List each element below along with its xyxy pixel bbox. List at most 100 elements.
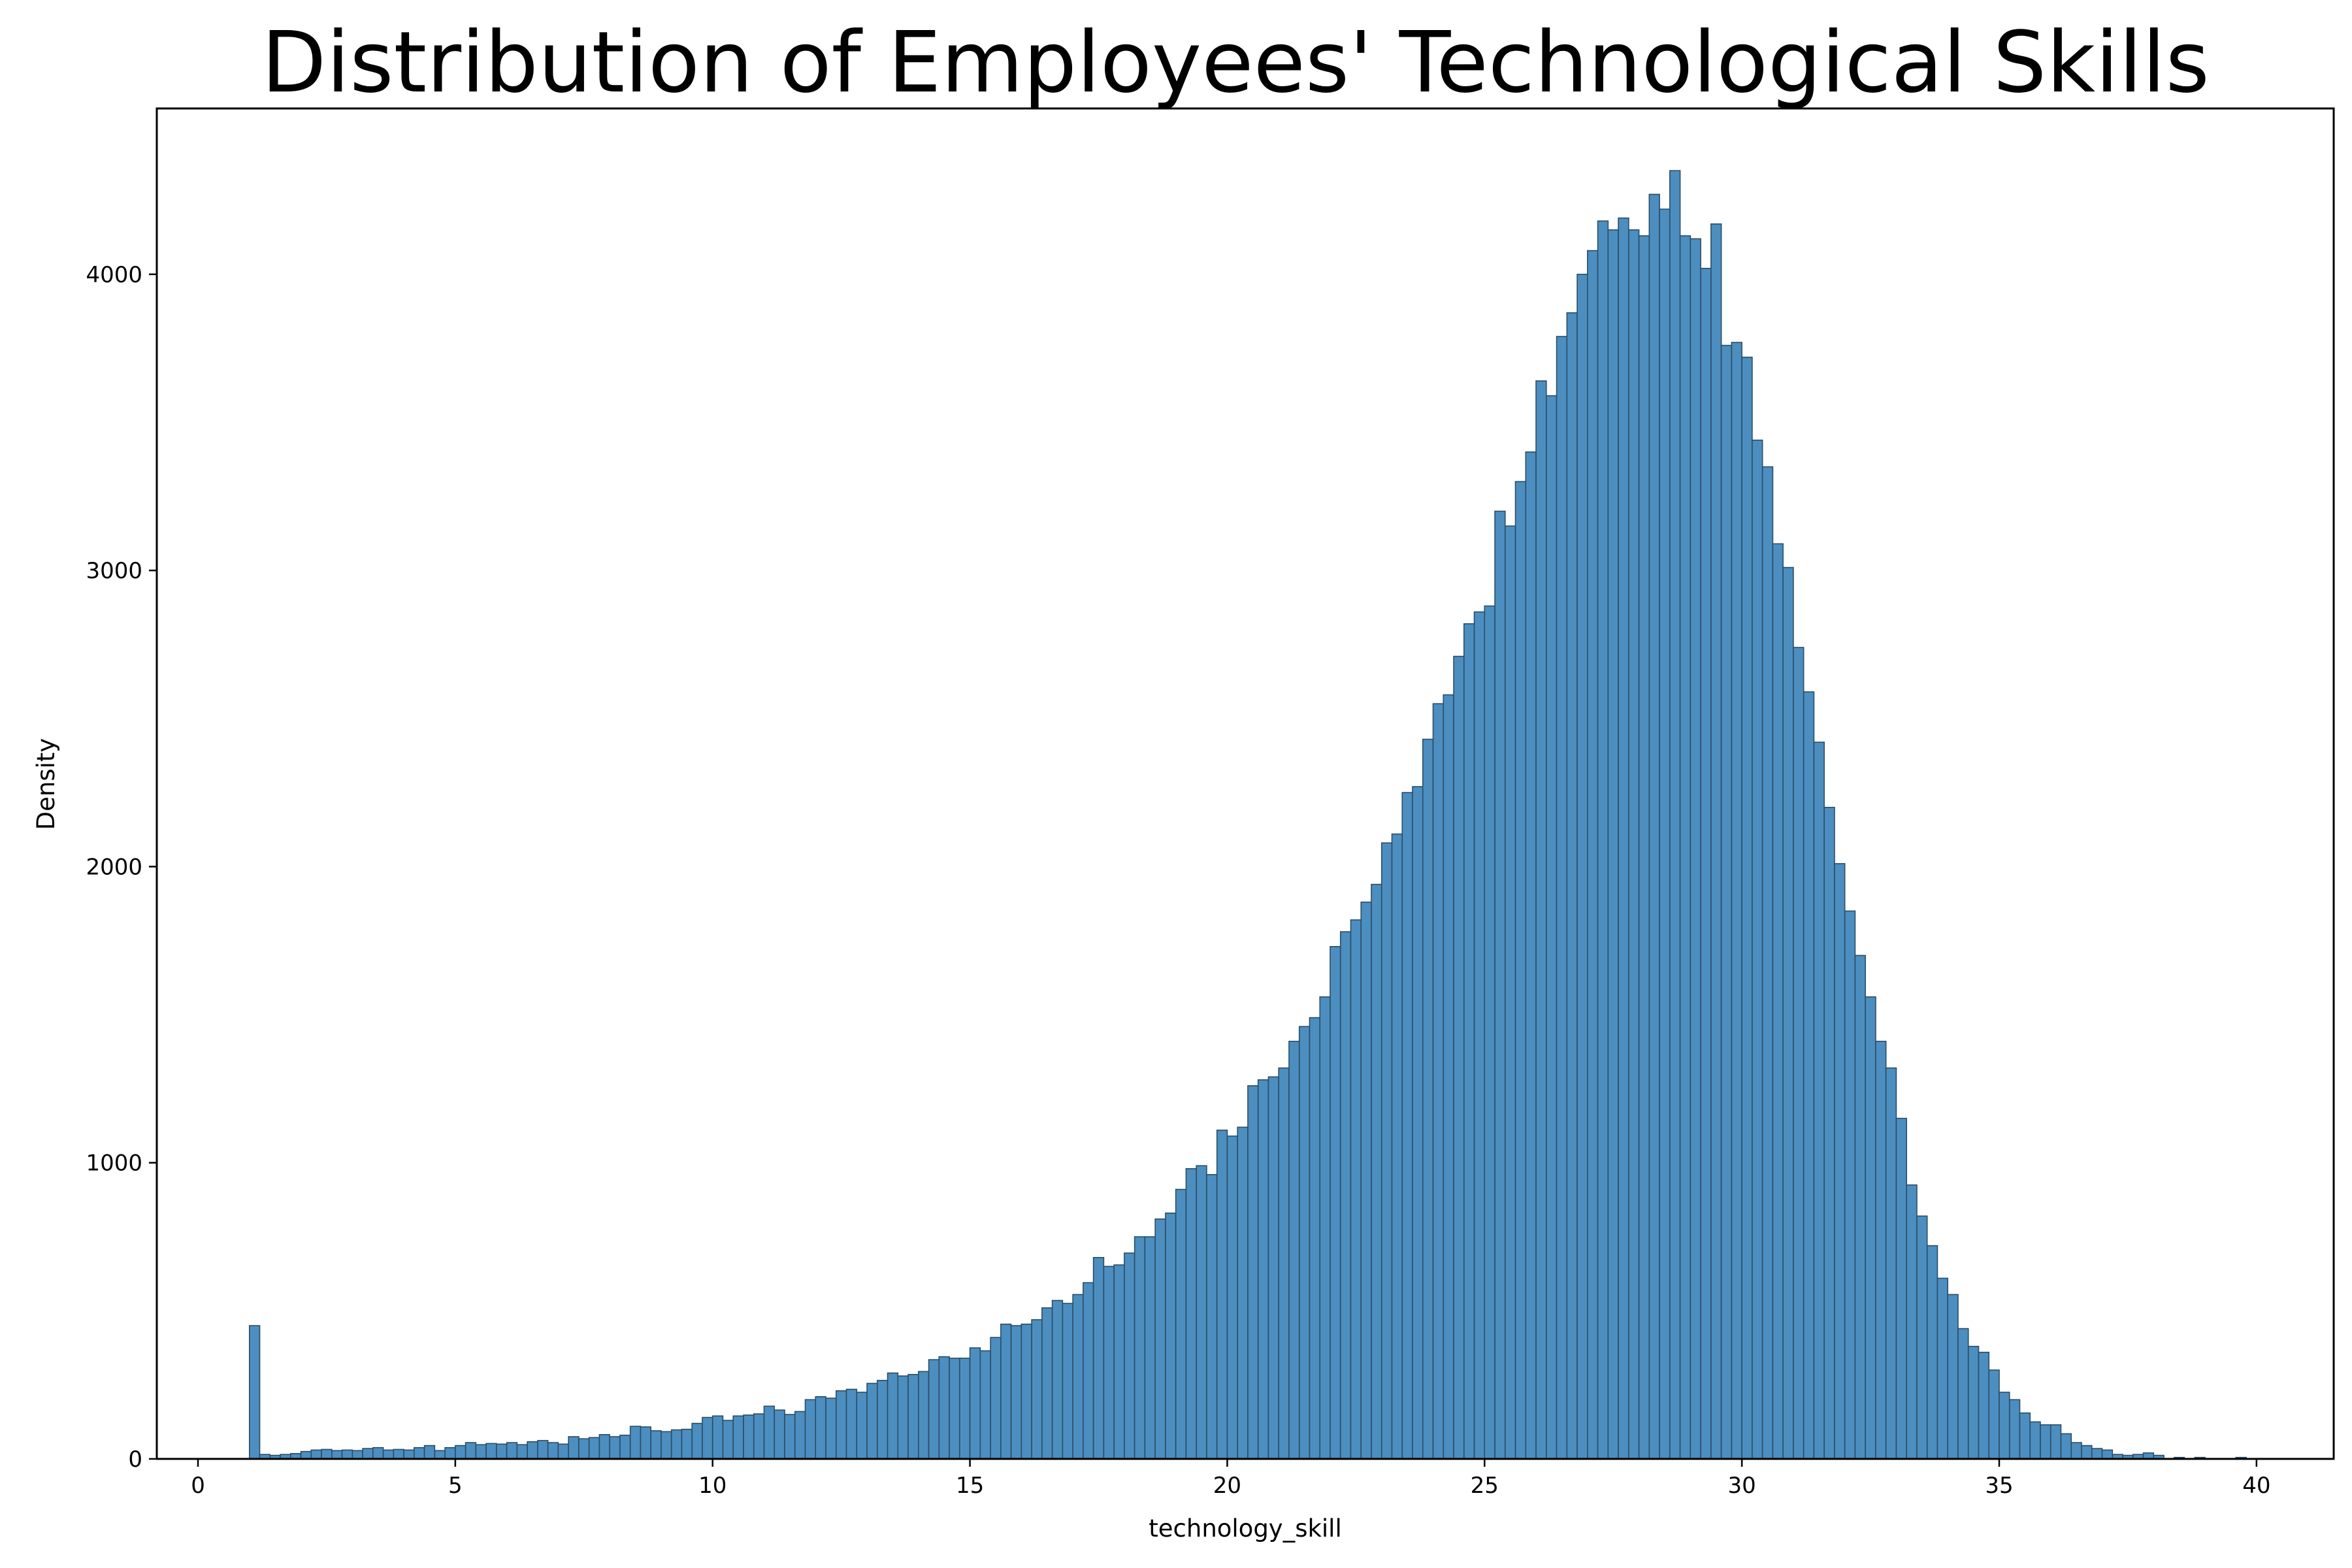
histogram-bar <box>1432 703 1445 1460</box>
histogram-bar <box>2008 1399 2021 1460</box>
histogram-bar <box>1412 786 1424 1460</box>
histogram-bar <box>825 1397 837 1460</box>
plot-frame <box>155 107 2335 1460</box>
histogram-bar <box>1092 1256 1105 1460</box>
histogram-bar <box>1144 1236 1156 1460</box>
histogram-bar <box>835 1390 847 1460</box>
histogram-bar <box>1752 439 1763 1460</box>
histogram-bar <box>1309 1017 1321 1460</box>
histogram-bar <box>300 1450 312 1460</box>
histogram-bar <box>1906 1184 1918 1460</box>
histogram-bar <box>331 1450 343 1460</box>
y-axis: 0 1000 2000 3000 4000 <box>86 262 157 1473</box>
histogram-bar <box>1525 451 1537 1460</box>
histogram-bar <box>928 1359 940 1460</box>
histogram-bar <box>1113 1264 1125 1460</box>
histogram-bar <box>372 1446 384 1460</box>
histogram-bar <box>969 1347 981 1460</box>
histogram-bar <box>640 1426 651 1460</box>
histogram-bar <box>2081 1445 2093 1460</box>
histogram-bar <box>1793 647 1805 1460</box>
histogram-bar <box>887 1372 899 1460</box>
histogram-bar <box>362 1448 374 1460</box>
histogram-bar <box>897 1375 909 1460</box>
histogram-bar <box>1463 623 1475 1460</box>
histogram-bar <box>959 1358 971 1460</box>
histogram-bar <box>1978 1352 1990 1460</box>
histogram-bar <box>609 1436 621 1460</box>
histogram-bar <box>702 1416 713 1460</box>
y-tick-label: 4000 <box>86 262 142 288</box>
histogram-bar <box>434 1450 446 1460</box>
histogram-bar <box>1628 229 1640 1460</box>
histogram-bar <box>979 1350 991 1460</box>
histogram-bar <box>1473 611 1486 1460</box>
histogram-bar <box>351 1450 363 1460</box>
histogram-bar <box>1154 1218 1166 1460</box>
histogram-bar <box>784 1414 796 1460</box>
histogram-bar <box>414 1446 425 1460</box>
histogram-bar <box>1607 229 1619 1460</box>
histogram-bar <box>1761 466 1774 1460</box>
histogram-bar <box>1391 833 1403 1460</box>
histogram-bar <box>804 1399 817 1460</box>
histogram-bar <box>1083 1282 1094 1460</box>
histogram-bar <box>1206 1174 1218 1460</box>
histogram-bar <box>537 1440 549 1460</box>
histogram-bar <box>1967 1345 1980 1460</box>
x-tick-label: 0 <box>191 1473 205 1499</box>
histogram-bar <box>2050 1424 2062 1460</box>
histogram-bar <box>310 1449 322 1460</box>
histogram-bar <box>1371 883 1382 1460</box>
histogram-bar <box>650 1430 662 1460</box>
histogram-bar <box>629 1426 642 1460</box>
histogram-bar <box>485 1443 497 1460</box>
histogram-bar <box>382 1449 395 1460</box>
histogram-bar <box>743 1414 755 1460</box>
histogram-bar <box>1638 235 1650 1460</box>
histogram-bar <box>1257 1079 1269 1460</box>
histogram-bar <box>1185 1168 1197 1460</box>
histogram-bar <box>1124 1252 1135 1460</box>
histogram-bar <box>1330 946 1341 1460</box>
histogram-bar <box>661 1431 672 1460</box>
histogram-bar <box>1875 1041 1887 1460</box>
histogram-bar <box>1051 1299 1064 1460</box>
histogram-bar <box>1041 1307 1053 1460</box>
histogram-bar <box>753 1413 765 1460</box>
x-axis: 0 5 10 15 20 25 30 35 40 <box>191 1459 2270 1499</box>
histogram-bar <box>1679 235 1691 1460</box>
histogram-bar <box>341 1449 353 1460</box>
histogram-bar <box>568 1436 580 1460</box>
histogram-bar <box>1803 691 1815 1460</box>
histogram-bar <box>506 1442 518 1460</box>
histogram-bar <box>1103 1266 1115 1460</box>
histogram-bar <box>1597 220 1609 1460</box>
histogram-bar <box>2060 1433 2072 1460</box>
histogram-bar <box>527 1441 538 1460</box>
histogram-bar <box>1494 510 1506 1460</box>
histogram-bar <box>1031 1319 1043 1460</box>
histogram-bar <box>1504 525 1516 1460</box>
x-tick-label: 15 <box>956 1473 984 1499</box>
histogram-bar <box>1659 208 1671 1460</box>
histogram-bar <box>1720 344 1733 1460</box>
histogram-bar <box>2091 1448 2103 1460</box>
y-tick-label: 3000 <box>86 558 142 584</box>
histogram-bar <box>670 1429 683 1460</box>
histogram-bar <box>1669 170 1681 1460</box>
chart-title: Distribution of Employees' Technological… <box>261 14 2210 112</box>
histogram-bar <box>547 1442 559 1460</box>
histogram-bar <box>1062 1303 1073 1460</box>
histogram-bar <box>774 1409 785 1460</box>
x-tick-label: 30 <box>1728 1473 1756 1499</box>
histogram-bar <box>2070 1442 2082 1460</box>
histogram-bar <box>1690 238 1701 1460</box>
histogram-bar <box>1926 1245 1938 1460</box>
histogram-bar <box>1546 395 1558 1460</box>
histogram-bar <box>1226 1135 1238 1460</box>
histogram-bar <box>1350 919 1362 1460</box>
histogram-bar <box>1576 274 1588 1460</box>
